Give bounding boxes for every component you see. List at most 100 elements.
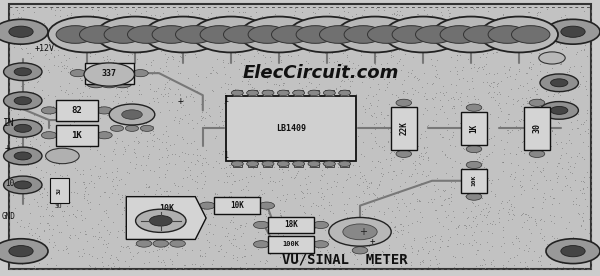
Point <box>234 97 244 102</box>
Point <box>140 223 149 228</box>
Point <box>122 228 132 232</box>
Point <box>228 173 238 177</box>
Point <box>83 84 93 89</box>
Point <box>479 165 488 169</box>
Point <box>184 112 194 116</box>
Point <box>46 184 56 189</box>
Point <box>218 152 227 156</box>
Point <box>557 261 566 266</box>
Point <box>72 168 82 172</box>
Point <box>336 103 346 108</box>
Point <box>16 108 25 113</box>
Point <box>451 20 460 25</box>
Point <box>341 211 351 215</box>
Point <box>123 143 133 148</box>
Point <box>131 45 141 50</box>
Point <box>469 65 479 70</box>
Point <box>204 230 214 234</box>
Point <box>37 46 47 50</box>
Point <box>548 113 557 117</box>
Point <box>487 94 496 99</box>
Point <box>391 76 400 81</box>
Point <box>356 28 365 32</box>
Point <box>354 18 364 23</box>
Point <box>95 235 104 239</box>
Point <box>422 97 431 102</box>
FancyBboxPatch shape <box>56 100 98 121</box>
Point <box>284 90 293 95</box>
Point <box>314 30 324 34</box>
Point <box>122 233 131 238</box>
Point <box>277 182 287 187</box>
Point <box>522 100 532 105</box>
Point <box>32 236 42 240</box>
Point <box>340 39 350 43</box>
Point <box>370 261 380 266</box>
Point <box>578 191 587 195</box>
Point <box>370 139 380 143</box>
Point <box>431 68 440 73</box>
Point <box>457 46 467 51</box>
Point <box>297 124 307 129</box>
Point <box>157 155 167 159</box>
Point <box>419 157 428 161</box>
Point <box>435 107 445 111</box>
Point <box>563 166 572 171</box>
Point <box>479 124 488 129</box>
Point <box>415 199 424 203</box>
Point <box>193 158 203 163</box>
Point <box>477 121 487 125</box>
Point <box>202 159 211 164</box>
Point <box>70 133 80 138</box>
Circle shape <box>84 63 134 86</box>
Point <box>337 241 346 245</box>
Point <box>185 168 195 173</box>
Point <box>17 262 26 266</box>
Point <box>439 92 448 97</box>
Point <box>319 49 329 53</box>
Point <box>438 84 448 88</box>
Point <box>9 120 19 125</box>
Point <box>44 33 54 37</box>
Point <box>563 19 572 23</box>
Point <box>308 103 317 108</box>
Point <box>517 139 527 144</box>
Point <box>335 234 345 238</box>
Point <box>419 7 429 12</box>
Point <box>344 77 353 81</box>
Point <box>295 248 304 253</box>
Point <box>195 264 205 269</box>
Point <box>64 235 74 239</box>
Point <box>229 36 239 40</box>
Point <box>124 171 133 175</box>
Point <box>125 12 134 16</box>
Point <box>397 222 406 226</box>
Point <box>392 61 402 66</box>
Point <box>149 169 158 173</box>
Point <box>72 85 82 90</box>
Point <box>478 159 487 163</box>
Point <box>350 29 360 34</box>
Point <box>46 107 56 111</box>
Point <box>545 212 555 217</box>
Point <box>52 223 61 227</box>
Point <box>130 217 139 221</box>
Point <box>285 121 295 125</box>
Point <box>184 165 193 169</box>
Point <box>379 250 388 254</box>
Point <box>169 142 179 146</box>
Point <box>77 208 86 213</box>
Point <box>161 52 170 56</box>
Point <box>167 26 176 30</box>
Point <box>446 96 455 100</box>
Point <box>202 26 211 31</box>
Point <box>263 30 272 35</box>
Point <box>299 147 308 151</box>
Point <box>184 42 193 47</box>
Point <box>167 259 176 263</box>
Point <box>244 58 253 63</box>
Point <box>509 194 519 198</box>
Point <box>316 195 326 199</box>
Point <box>562 70 572 74</box>
Point <box>97 259 107 264</box>
